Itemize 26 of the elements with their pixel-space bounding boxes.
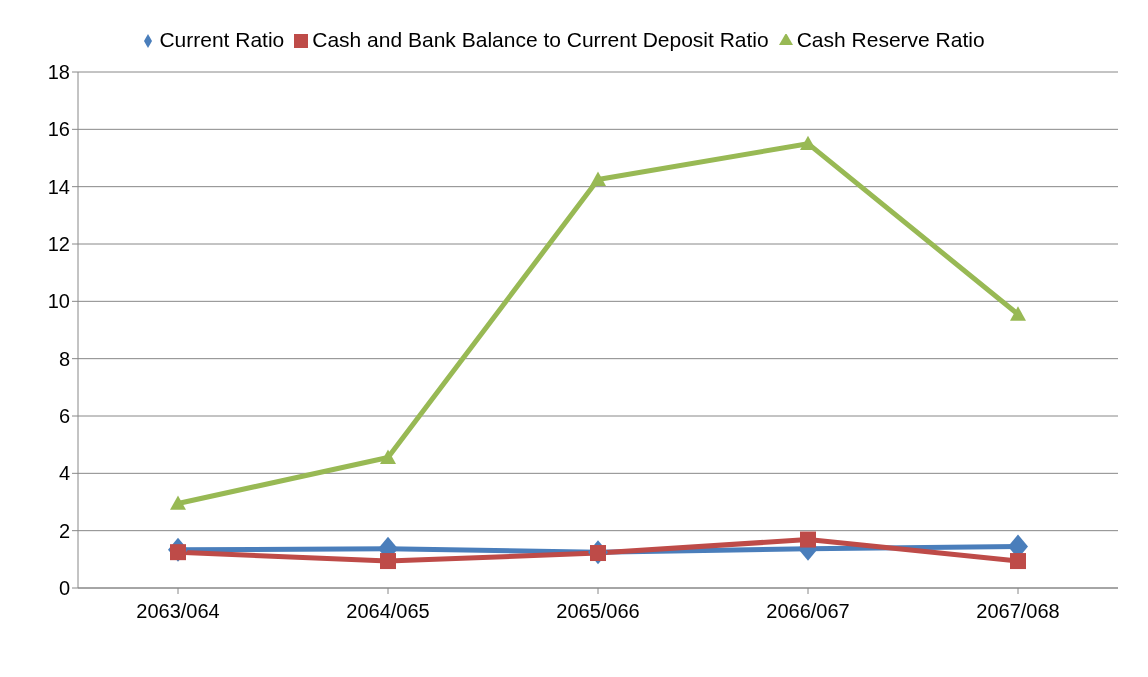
y-tick-label: 4 (58, 462, 70, 485)
y-tick-label: 2 (58, 519, 70, 542)
point (800, 135, 816, 151)
x-tick-label: 2067/068 (976, 600, 1060, 623)
legend-label: Current Ratio (159, 28, 285, 51)
x-tick-label: 2063/064 (136, 600, 220, 623)
y-tick-label: 16 (47, 118, 70, 141)
y-tick-label: 6 (58, 405, 70, 428)
y-tick-label: 0 (58, 577, 70, 600)
point (380, 553, 396, 570)
point (1010, 306, 1026, 321)
y-tick-label: 18 (47, 61, 70, 84)
y-tick-label: 12 (47, 233, 70, 256)
point (590, 171, 606, 186)
y-tick-label: 14 (47, 175, 70, 198)
point (170, 495, 186, 510)
legend-label: Cash and Bank Balance to Current Deposit Ratio (312, 28, 769, 51)
y-tick-label: 10 (47, 290, 70, 313)
x-tick-label: 2064/065 (346, 600, 430, 623)
y-tick-label: 8 (58, 347, 70, 370)
x-tick-label: 2066/067 (766, 600, 850, 623)
point (800, 531, 816, 548)
legend-label: Cash Reserve Ratio (796, 28, 985, 51)
x-tick-label: 2065/066 (556, 600, 640, 623)
point (380, 449, 396, 464)
point (1010, 553, 1026, 570)
